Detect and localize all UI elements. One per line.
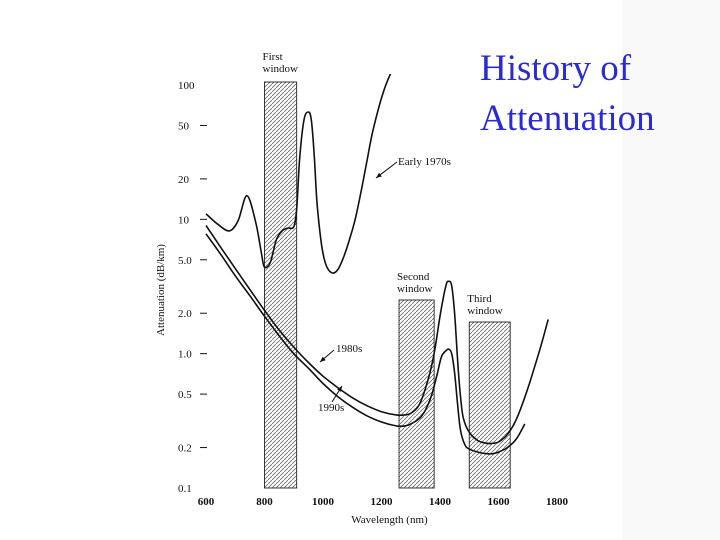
series-line-1990s: [205, 233, 526, 455]
window-band-2: [398, 299, 435, 489]
y-tick-label-5: 2.0: [178, 308, 192, 320]
x-tick-label-2: 1000: [312, 496, 335, 508]
window-label-3-line-1: Third: [467, 293, 492, 305]
slide-edge-band: [622, 0, 720, 540]
y-tick-label-6: 1.0: [178, 349, 192, 361]
y-tick-label-8: 0.2: [178, 443, 192, 455]
annotation-early-1970s: Early 1970s: [398, 156, 451, 168]
window-band-1: [264, 81, 298, 489]
series-line-1980s: [205, 225, 549, 445]
annotation-arrowhead-2: [337, 386, 342, 392]
y-tick-label-1: 50: [178, 120, 190, 132]
x-axis-title: Wavelength (nm): [351, 514, 428, 526]
x-tick-label-0: 600: [198, 496, 215, 508]
chart-series: [205, 74, 549, 455]
window-label-1-line-2: window: [263, 63, 299, 75]
y-tick-label-2: 20: [178, 174, 190, 186]
annotation-1990s: 1990s: [318, 402, 344, 414]
series-line-early-1970s: [205, 74, 392, 274]
chart-axes: 100 50 20 10 5.0 2.0 1.0 0.5 0.2 0.1 600 800 1000 120…: [155, 80, 569, 526]
window-label-1-line-1: First: [263, 51, 283, 63]
y-tick-label-4: 5.0: [178, 255, 192, 267]
window-label-2-line-2: window: [397, 283, 433, 295]
x-tick-label-5: 1600: [488, 496, 511, 508]
x-tick-label-3: 1200: [371, 496, 394, 508]
transmission-windows: [264, 81, 511, 489]
y-tick-label-7: 0.5: [178, 389, 192, 401]
window-band-3: [468, 321, 511, 489]
y-tick-label-0: 100: [178, 80, 195, 92]
slide-title-line-1: History of: [480, 48, 632, 89]
y-tick-label-3: 10: [178, 214, 190, 226]
annotation-arrowhead-1: [320, 356, 326, 362]
slide-title: History of Attenuation: [480, 44, 710, 144]
chart-labels: FirstwindowSecondwindowThirdwindowEarly …: [263, 51, 503, 414]
x-tick-label-4: 1400: [429, 496, 452, 508]
slide-title-line-2: Attenuation: [480, 98, 655, 139]
annotation-arrowhead-0: [376, 172, 382, 178]
annotation-1980s: 1980s: [336, 343, 362, 355]
window-label-3-line-2: window: [467, 305, 503, 317]
y-axis-title: Attenuation (dB/km): [155, 244, 167, 336]
window-label-2-line-1: Second: [397, 271, 430, 283]
y-tick-label-9: 0.1: [178, 483, 192, 495]
x-tick-label-6: 1800: [546, 496, 569, 508]
x-tick-label-1: 800: [256, 496, 273, 508]
